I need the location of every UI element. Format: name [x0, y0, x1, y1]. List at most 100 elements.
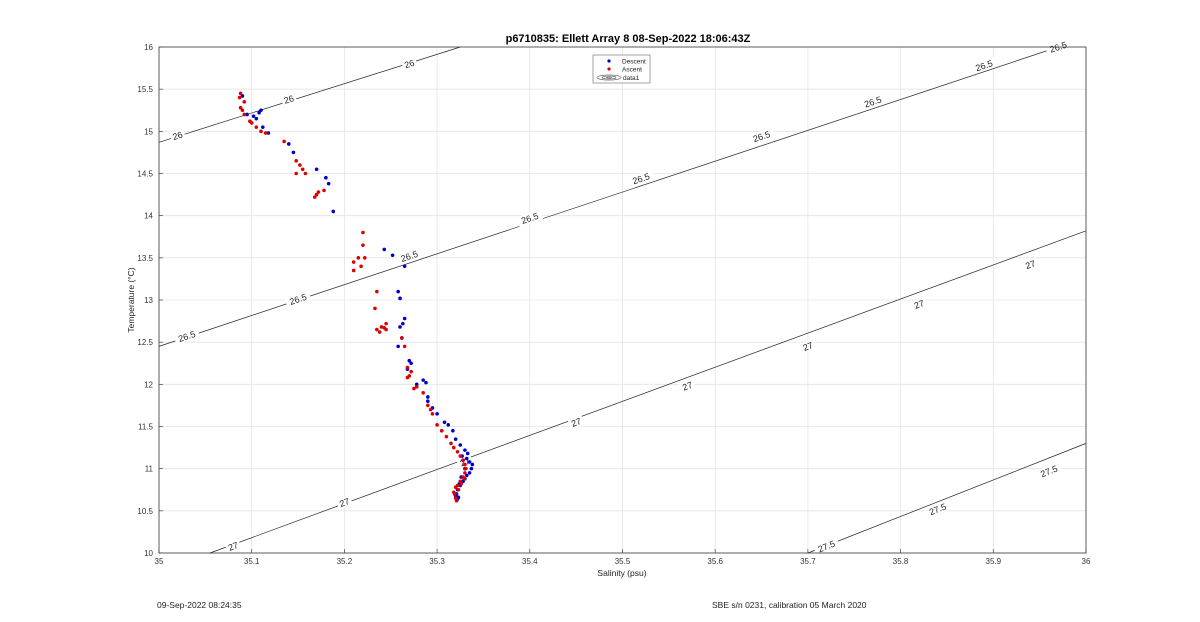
ascent-point [303, 171, 308, 176]
descent-point [453, 437, 458, 441]
descent-point [245, 112, 249, 117]
x-tick-label: 35.1 [244, 557, 260, 566]
isopycnal-label: 26 [403, 58, 416, 71]
isopycnal-label-bg [335, 495, 353, 510]
ascent-point [463, 471, 467, 475]
y-tick-label: 11.5 [138, 423, 154, 432]
y-tick-label: 10.5 [137, 507, 153, 516]
isopycnal-label-group: 27 [799, 339, 817, 354]
isopycnal-label: 26.5 [177, 329, 197, 344]
ascent-point [421, 390, 425, 395]
ascent-point [294, 159, 298, 163]
footer-timestamp: 09-Sep-2022 08:24:35 [157, 600, 242, 610]
ascent-point [294, 171, 298, 176]
isopycnal-label-group: 26.5 [284, 290, 312, 308]
isopycnal-label-bg [910, 297, 928, 312]
descent-point [390, 253, 395, 258]
descent-point [402, 316, 407, 321]
ascent-point [455, 450, 460, 454]
ascent-point [435, 423, 439, 427]
x-tick-label: 35.8 [893, 557, 909, 566]
ascent-point [361, 243, 365, 247]
descent-point [261, 125, 265, 129]
ascent-point [405, 365, 410, 370]
isopycnal-label-bg [400, 56, 418, 71]
isopycnal-label: 27 [570, 416, 583, 429]
isopycnal-label-bg [678, 378, 696, 394]
isopycnal-label-bg [813, 537, 840, 556]
isopycnal-label: 26.5 [520, 211, 540, 226]
isopycnal-label-bg [859, 93, 887, 111]
descent-point [402, 264, 407, 269]
ascent-point [463, 462, 467, 467]
ascent-point [249, 121, 254, 125]
ascent-point [375, 289, 379, 294]
x-tick-label: 35.6 [707, 557, 723, 566]
isopycnal-label: 27 [1024, 258, 1037, 271]
legend-ascent-marker [607, 67, 611, 71]
ascent-point [456, 487, 461, 492]
isopycnal-label-group: 26.5 [859, 93, 887, 111]
isopycnal-label-bg [924, 499, 952, 519]
x-tick-label: 35.9 [986, 557, 1002, 566]
descent-point [424, 380, 428, 385]
descent-point [324, 175, 328, 180]
ascent-point [351, 268, 356, 273]
isopycnal-label: 26 [283, 93, 296, 106]
ascent-point [322, 188, 326, 193]
isopycnal-label: 27.5 [1039, 464, 1059, 480]
chart-title: p6710835: Ellett Array 8 08-Sep-2022 18:… [506, 33, 751, 45]
ascent-point [238, 105, 243, 110]
descent-point [326, 181, 331, 186]
descent-point [398, 325, 402, 329]
isopycnal-label: 26.5 [288, 292, 308, 307]
x-tick-label: 35 [155, 557, 164, 566]
descent-point [435, 412, 439, 416]
isopycnal-label-group: 27.5 [924, 499, 952, 519]
isopycnal-label-bg [627, 169, 655, 188]
ascent-point [314, 192, 319, 197]
isopycnal-label-bg [970, 56, 998, 75]
ascent-point [240, 108, 245, 113]
y-tick-label: 14.5 [137, 170, 153, 179]
descent-point [259, 108, 263, 113]
isopycnal-label: 26.5 [974, 58, 994, 73]
isopycnal-label: 27.5 [928, 501, 948, 517]
descent-point [467, 471, 472, 475]
ascent-point [298, 163, 302, 167]
ascent-point [428, 407, 433, 412]
y-tick-label: 16 [144, 43, 153, 52]
isopycnal-label: 27 [227, 540, 240, 553]
grid [159, 47, 1086, 553]
descent-point [401, 321, 405, 326]
y-tick-label: 14 [144, 212, 153, 221]
ascent-point [439, 428, 444, 433]
ascent-point [379, 325, 384, 329]
ascent-point [464, 466, 468, 471]
legend: Descent Ascent data1 [592, 54, 651, 84]
descent-point [409, 361, 413, 366]
isopycnal-line [209, 230, 1087, 554]
isopycnal-label-group: 26 [280, 92, 298, 107]
x-tick-label: 35.3 [429, 557, 445, 566]
descent-point [251, 114, 256, 118]
ascent-point [462, 476, 466, 481]
x-tick-label: 35.5 [615, 557, 631, 566]
ascent-point [453, 485, 458, 490]
isopycnal-label-group: 27 [567, 415, 585, 430]
ascent-point [263, 131, 268, 135]
descent-point [254, 116, 259, 121]
isopycnal-label-bg [284, 290, 312, 308]
descent-point [314, 167, 319, 172]
ascent-point [449, 441, 453, 446]
isopycnal-label: 26.5 [863, 94, 883, 109]
ascent-point [400, 336, 404, 340]
ascent-point [426, 403, 430, 408]
descent-point [257, 110, 261, 115]
isopycnal-label-group: 27 [1021, 257, 1039, 272]
ascent-point [412, 386, 416, 391]
y-tick-label: 12.5 [137, 338, 153, 347]
ascent-point [238, 91, 243, 96]
isopycnal-label-bg [1035, 461, 1063, 481]
isopycnal-label-bg [567, 415, 585, 430]
